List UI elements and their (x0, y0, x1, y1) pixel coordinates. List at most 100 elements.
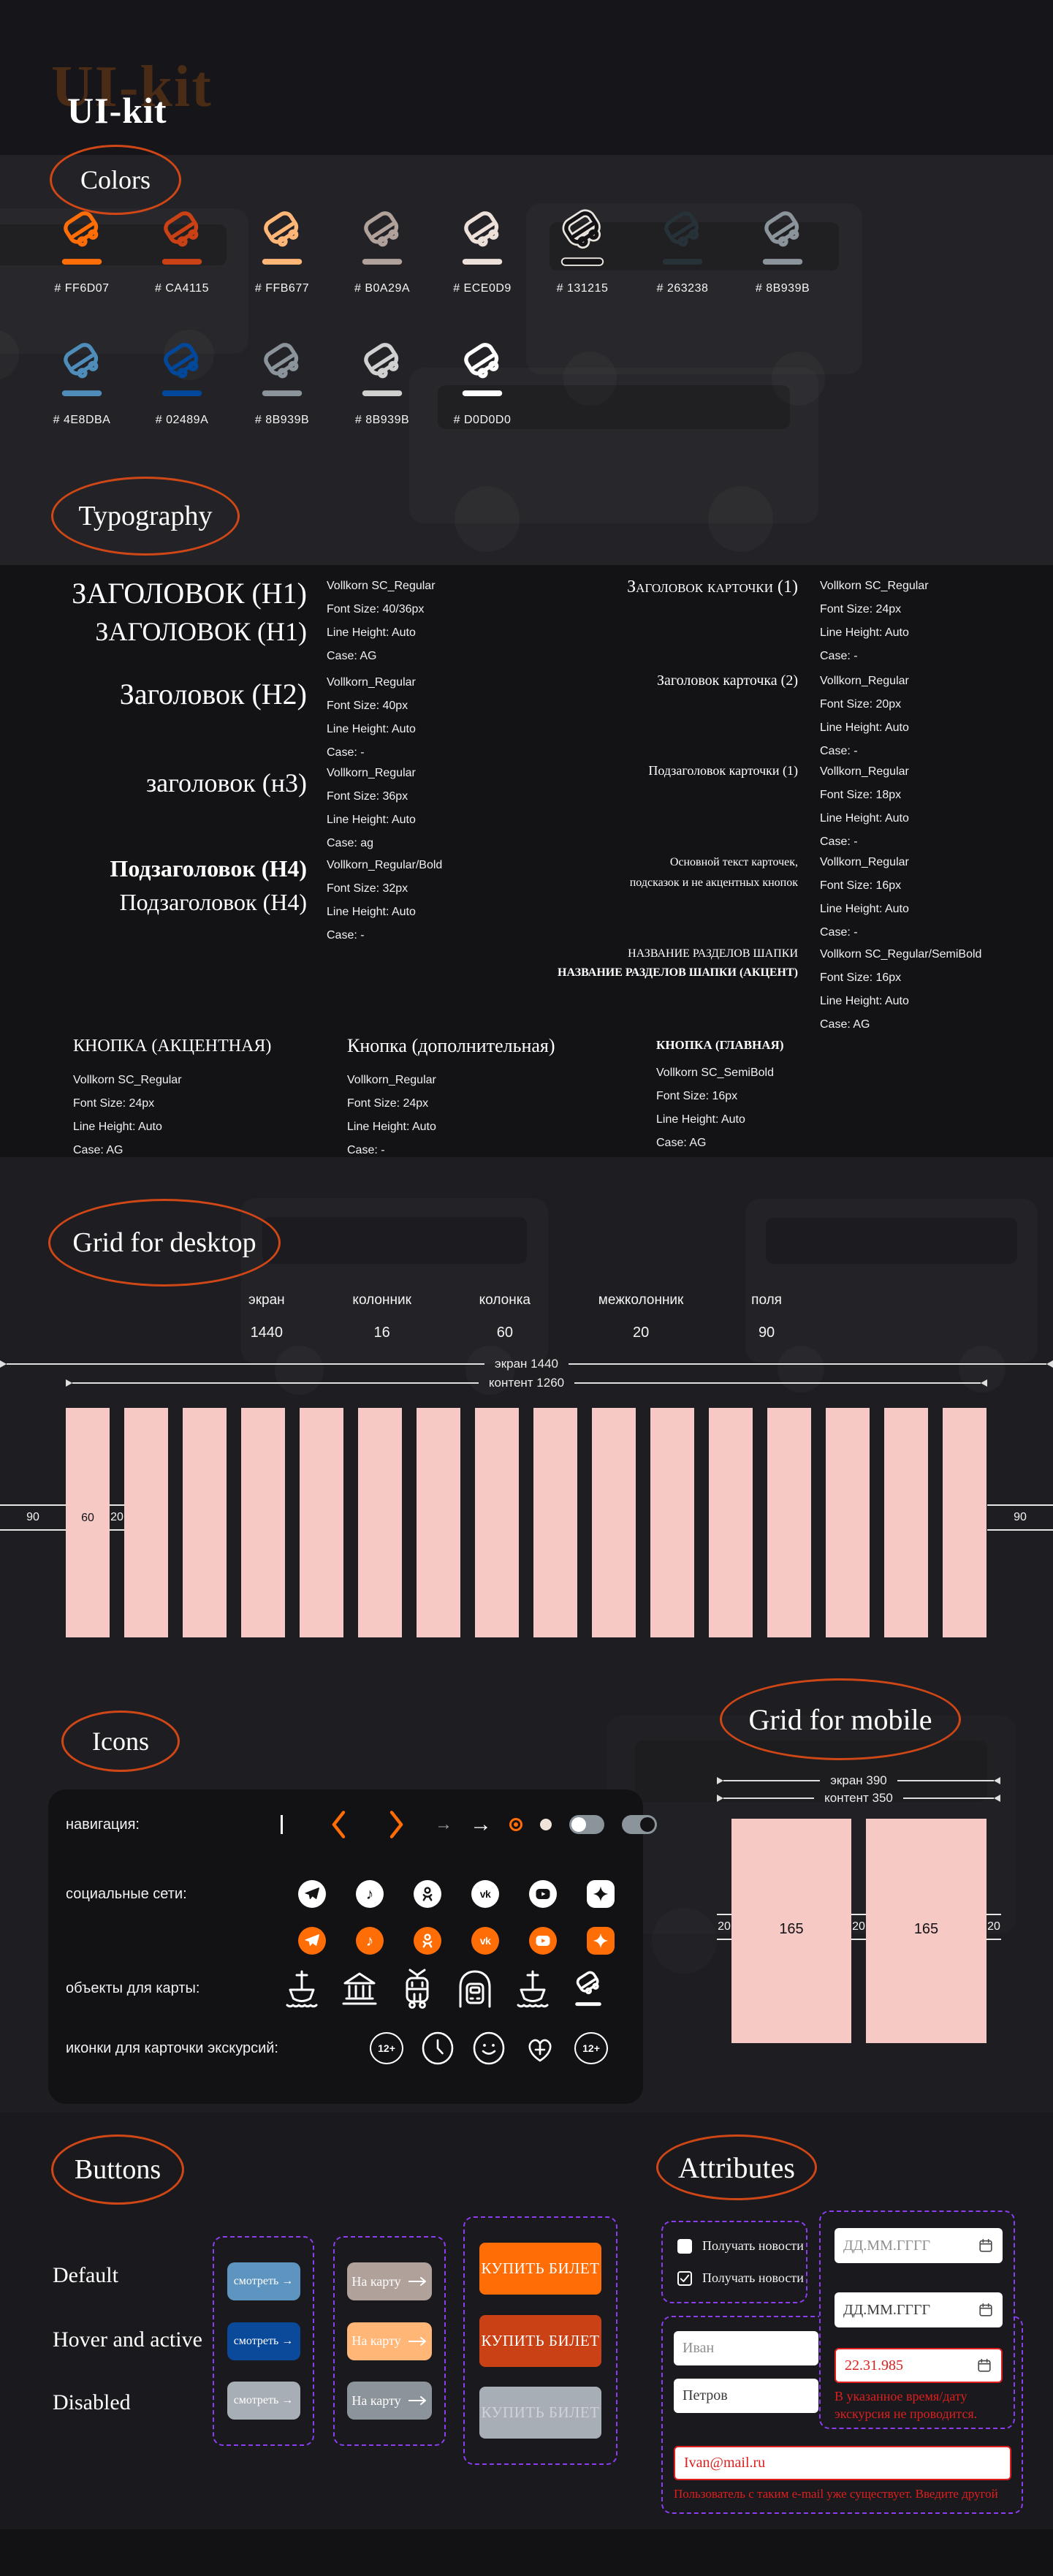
grid-column (592, 1408, 636, 1637)
sparkle-icon[interactable] (587, 1880, 615, 1908)
color-swatch: # 131215 (546, 206, 619, 295)
color-swatch: # 8B939B (246, 338, 319, 427)
age-badge-icon: 12+ (370, 2032, 403, 2064)
dimension-screen-mobile: экран 390 (717, 1773, 1000, 1787)
color-hex: # ECE0D9 (453, 282, 512, 295)
arrow-right-icon[interactable]: → (470, 1812, 492, 1836)
bus-icon (657, 206, 708, 269)
chevron-left-icon[interactable] (328, 1808, 349, 1841)
odnoklassniki-icon[interactable] (414, 1927, 441, 1955)
color-swatch: # CA4115 (145, 206, 218, 295)
bus-icon (56, 338, 107, 401)
tiktok-icon[interactable]: ♪ (356, 1927, 384, 1955)
email-input[interactable] (684, 2455, 1001, 2471)
dimension-content-desktop: контент 1260 (66, 1376, 987, 1390)
bus-icon-outlined (557, 206, 608, 269)
chevron-right-ic on[interactable] (387, 1808, 407, 1841)
buttons-state-default: Default (53, 2263, 118, 2287)
buy-ticket-button-disabled[interactable]: КУПИТЬ БИЛЕТ (479, 2387, 601, 2439)
telegram-icon[interactable] (298, 1927, 326, 1955)
date-field-error (835, 2348, 1003, 2383)
bus-icon (256, 338, 308, 401)
calendar-icon[interactable] (978, 2302, 994, 2318)
buy-ticket-button-hover[interactable]: КУПИТЬ БИЛЕТ (479, 2314, 601, 2367)
color-hex: # D0D0D0 (453, 414, 512, 426)
buttons-state-disabled: Disabled (53, 2390, 131, 2414)
grid-column (884, 1408, 928, 1637)
tiktok-icon[interactable]: ♪ (356, 1880, 384, 1908)
date-input[interactable] (843, 2237, 972, 2254)
see-button-default[interactable]: смотреть → (227, 2262, 300, 2300)
buy-ticket-button-default[interactable]: КУПИТЬ БИЛЕТ (479, 2243, 601, 2295)
youtube-icon[interactable] (529, 1927, 557, 1955)
first-name-input[interactable] (683, 2340, 810, 2357)
type-sample-h4: Подзаголовок (H4) (119, 889, 307, 915)
checkbox-group: Получать новости Получать новости (661, 2221, 807, 2303)
checkbox-checked[interactable] (677, 2270, 692, 2286)
grid-column (533, 1408, 577, 1637)
pagination-dot-icon[interactable] (540, 1819, 552, 1830)
calendar-icon[interactable] (976, 2357, 992, 2374)
grid-column (650, 1408, 694, 1637)
telegram-icon[interactable] (298, 1880, 326, 1908)
ship-icon (286, 1970, 318, 2008)
section-label-attributes: Attributes (656, 2134, 817, 2200)
map-button-default[interactable]: На карту (347, 2262, 432, 2300)
sparkle-icon[interactable] (587, 1927, 615, 1955)
vk-icon[interactable]: vk (471, 1927, 499, 1955)
see-button-hover[interactable]: смотреть → (227, 2322, 300, 2360)
type-sample-h2: Заголовок (H2) (119, 678, 307, 711)
grid-column (709, 1408, 753, 1637)
youtube-icon[interactable] (529, 1880, 557, 1908)
type-spec: Vollkorn_Regular Font Size: 20px Line Heig… (820, 675, 909, 757)
section-label-typography: Typography (51, 477, 240, 556)
arrow-right-small-icon[interactable]: → (435, 1814, 452, 1834)
color-hex: # 131215 (556, 282, 609, 295)
grid-column (358, 1408, 402, 1637)
tram-icon (406, 1969, 429, 2009)
excursion-row-label: иконки для карточки экскурсий: (66, 2039, 278, 2056)
type-spec: Vollkorn_Regular Font Size: 18px Line Heig… (820, 765, 909, 848)
grid-column (183, 1408, 227, 1637)
vk-icon[interactable]: vk (471, 1880, 499, 1908)
toggle-off[interactable] (622, 1815, 657, 1834)
type-sample-header-sections: НАЗВАНИЕ РАЗДЕЛОВ ШАПКИ НАЗВАНИЕ РАЗДЕЛОВ… (558, 947, 798, 979)
arrow-right-icon (408, 2336, 426, 2346)
museum-icon (342, 1972, 377, 2005)
buy-buttons-group: КУПИТЬ БИЛЕТ КУПИТЬ БИЛЕТ КУПИТЬ БИЛЕТ (463, 2216, 617, 2465)
date-field-filled (835, 2292, 1003, 2327)
toggle-on[interactable] (569, 1815, 604, 1834)
color-swatch: # FF6D07 (45, 206, 118, 295)
color-swatch: # 4E8DBA (45, 338, 118, 427)
bus-icon (457, 206, 508, 269)
color-hex: # CA4115 (155, 282, 209, 295)
see-button-disabled[interactable]: смотреть → (227, 2382, 300, 2420)
mobile-gutter-marker: 20 (717, 1914, 731, 1940)
grid-column (66, 1408, 110, 1637)
arrow-right-icon (408, 2396, 426, 2405)
map-button-hover[interactable]: На карту (347, 2322, 432, 2360)
map-button-disabled[interactable]: На карту (347, 2382, 432, 2420)
nav-icons-row: навигация: → → (66, 1808, 657, 1841)
pagination-dot-active-icon[interactable] (509, 1818, 522, 1831)
color-hex: # 8B939B (755, 282, 810, 295)
grid-legend: экран 1440 колонник 16 колонка 60 межколонн… (248, 1292, 782, 1341)
type-sample-card1: Заголовок карточки (1) (627, 577, 798, 596)
grid-column (124, 1408, 168, 1637)
calendar-icon[interactable] (978, 2238, 994, 2254)
checkbox-unchecked[interactable] (677, 2238, 692, 2254)
grid-column (241, 1408, 285, 1637)
heart-plus-icon (528, 2039, 552, 2062)
date-input[interactable] (843, 2301, 972, 2319)
color-hex: # FF6D07 (54, 282, 110, 295)
mobile-gutter-marker: 20 (987, 1914, 1001, 1940)
color-hex: # 4E8DBA (53, 414, 111, 426)
date-input[interactable] (845, 2357, 970, 2374)
odnoklassniki-icon[interactable] (414, 1880, 441, 1908)
dimension-content-mobile: контент 350 (717, 1791, 1001, 1805)
color-hex: # 02489A (155, 414, 209, 426)
dimension-screen-desktop: экран 1440 (0, 1357, 1053, 1371)
last-name-input[interactable] (683, 2387, 810, 2404)
type-sample-btn-accent: КНОПКА (АКЦЕНТНАЯ) (73, 1037, 272, 1056)
mobile-column-label: 165 (779, 1921, 804, 1937)
